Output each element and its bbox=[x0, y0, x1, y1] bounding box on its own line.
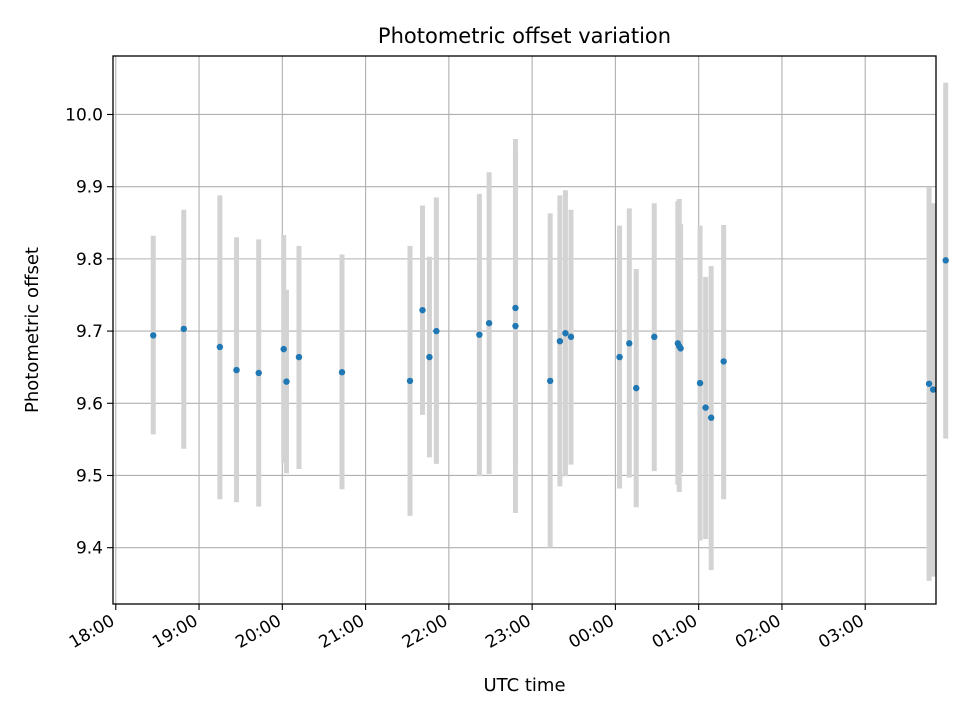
data-point bbox=[633, 384, 640, 392]
grid bbox=[113, 56, 936, 604]
data-point bbox=[485, 319, 493, 327]
y-tick-label: 9.8 bbox=[76, 250, 103, 270]
data-point bbox=[677, 345, 684, 352]
data-point bbox=[512, 322, 519, 330]
data-point bbox=[476, 331, 483, 338]
data-point bbox=[255, 369, 262, 377]
data-point bbox=[419, 306, 426, 314]
data-point bbox=[925, 380, 933, 387]
data-point bbox=[295, 353, 303, 361]
y-tick-label: 10.0 bbox=[65, 105, 103, 125]
data-point bbox=[626, 340, 633, 347]
y-tick-label: 9.5 bbox=[76, 466, 103, 486]
data-point bbox=[180, 325, 187, 333]
chart-title: Photometric offset variation bbox=[378, 24, 671, 48]
x-axis-label: UTC time bbox=[483, 675, 565, 696]
data-point bbox=[150, 332, 157, 339]
data-point bbox=[433, 327, 440, 335]
data-point bbox=[942, 257, 949, 264]
data-point bbox=[406, 377, 414, 385]
data-point bbox=[707, 414, 715, 421]
y-tick-label: 9.6 bbox=[76, 394, 103, 414]
data-point bbox=[720, 358, 727, 365]
data-point bbox=[546, 377, 554, 385]
y-tick-label: 9.7 bbox=[76, 322, 103, 342]
y-axis-label: Photometric offset bbox=[22, 247, 43, 413]
data-point bbox=[930, 386, 937, 393]
data-point bbox=[562, 330, 569, 337]
data-point bbox=[283, 378, 290, 385]
plot-frame bbox=[112, 55, 937, 605]
data-point bbox=[338, 369, 346, 376]
data-point bbox=[651, 333, 658, 341]
data-point bbox=[426, 353, 433, 361]
data-point bbox=[567, 333, 575, 341]
data-point bbox=[696, 379, 704, 387]
data-point bbox=[556, 337, 564, 345]
data-point bbox=[512, 304, 519, 312]
data-point bbox=[233, 366, 240, 374]
y-axis: 9.4 9.5 9.6 9.7 9.8 9.9 10.0 bbox=[65, 105, 113, 559]
y-tick-label: 9.4 bbox=[76, 539, 103, 559]
data-points bbox=[150, 257, 949, 421]
data-point bbox=[702, 404, 709, 411]
data-point bbox=[216, 343, 224, 351]
data-point bbox=[616, 353, 623, 361]
y-tick-label: 9.9 bbox=[76, 178, 103, 198]
data-point bbox=[280, 345, 287, 353]
